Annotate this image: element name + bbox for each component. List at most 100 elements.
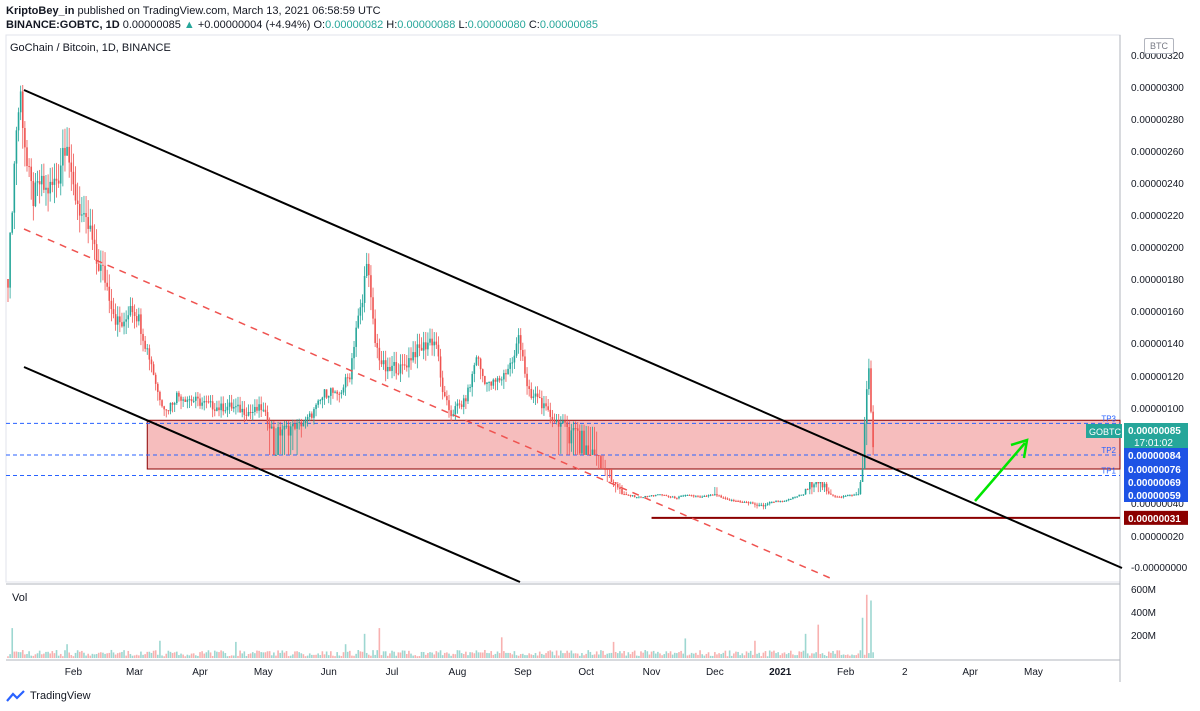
candle-body [159, 391, 161, 401]
time-tick-label: May [1024, 667, 1043, 678]
volume-bar [40, 654, 43, 658]
volume-bar [209, 652, 212, 658]
volume-bar [228, 656, 231, 658]
volume-bar [823, 655, 826, 658]
volume-bar [190, 653, 193, 658]
candle-body [787, 498, 790, 501]
candle-body [266, 412, 269, 424]
candle-body [313, 409, 315, 418]
candle-body [119, 316, 121, 323]
volume-bar [395, 655, 398, 658]
volume-bar [821, 653, 824, 658]
candle-body [355, 327, 357, 347]
volume-bar [226, 656, 229, 658]
candle-body [777, 500, 779, 502]
volume-bar [522, 653, 524, 658]
volume-bar [572, 653, 575, 658]
volume-bar [598, 654, 600, 658]
price-tick-label: 0.00000240 [1131, 179, 1184, 190]
volume-bar [258, 650, 260, 658]
candle-body [764, 505, 767, 507]
volume-bar [870, 600, 872, 658]
candle-body [857, 494, 860, 496]
candle-body [220, 403, 222, 411]
candle-body [192, 400, 195, 402]
footer-brand[interactable]: TradingView [30, 690, 91, 702]
price-axis: 0.00000320 0.00000300 0.00000280 0.00000260… [1131, 51, 1188, 574]
candle-body [264, 409, 267, 413]
candle-body [690, 495, 693, 497]
volume-bar [55, 650, 58, 658]
volume-bar [416, 656, 419, 658]
volume-bar [840, 654, 843, 658]
volume-bar [450, 655, 452, 658]
volume-bar [849, 655, 851, 658]
volume-bar [534, 653, 537, 658]
candle-body [154, 374, 157, 384]
candle-body [781, 501, 784, 503]
candle-body [783, 500, 786, 502]
level-price-value: 0.00000076 [1128, 465, 1181, 476]
volume-bar [289, 655, 292, 658]
candle-body [427, 342, 429, 350]
candle-body [595, 455, 598, 456]
candle-body [545, 403, 547, 407]
volume-bar [28, 651, 30, 658]
volume-bar [730, 655, 733, 658]
candle-body [131, 306, 134, 313]
candle-body [376, 343, 379, 348]
candle-body [102, 264, 104, 266]
candle-body [106, 282, 108, 287]
volume-bar [621, 653, 623, 658]
candle-body [743, 501, 746, 503]
volume-bar [458, 650, 461, 658]
author-name[interactable]: KriptoBey_in [6, 5, 75, 17]
volume-bar [863, 654, 866, 658]
volume-bar [817, 624, 820, 658]
volume-bar [593, 654, 596, 658]
candle-body [395, 362, 398, 374]
volume-bar [325, 651, 328, 658]
volume-bar [701, 654, 703, 658]
candle-body [676, 498, 678, 500]
candle-body [836, 496, 839, 498]
volume-bar [612, 641, 615, 658]
candle-body [346, 377, 349, 379]
candle-body [78, 203, 81, 216]
candle-body [819, 482, 822, 484]
candle-body [40, 175, 43, 185]
candle-body [116, 316, 119, 325]
currency-button[interactable]: BTC [1144, 38, 1174, 54]
candle-body [583, 430, 585, 455]
candle-body [387, 366, 389, 372]
volume-tick-label: 400M [1131, 608, 1156, 619]
candle-body [851, 494, 853, 496]
candle-body [842, 495, 845, 498]
volume-bar [7, 656, 9, 658]
volume-bar [509, 652, 511, 658]
volume-bar [353, 655, 355, 658]
volume-bar [418, 656, 421, 658]
volume-bar [625, 655, 628, 658]
candle-body [503, 373, 505, 380]
volume-bar [684, 638, 687, 658]
channel-midline [23, 228, 831, 579]
volume-bar [853, 655, 855, 658]
candle-body [53, 178, 56, 185]
candle-body [790, 498, 792, 500]
low-value: 0.00000080 [467, 19, 526, 31]
volume-bar [319, 655, 322, 658]
candle-body [17, 112, 20, 131]
candle-body [424, 342, 427, 350]
volume-bar [81, 650, 83, 658]
volume-bar [752, 654, 754, 658]
volume-bar [657, 651, 659, 658]
symbol-tag-label: GOBTC [1089, 427, 1122, 437]
candle-body [859, 482, 862, 495]
volume-bar [690, 652, 693, 658]
volume-bar [292, 654, 294, 658]
volume-label: Vol [12, 592, 28, 604]
volume-bar [211, 655, 214, 658]
volume-bar [726, 656, 729, 658]
